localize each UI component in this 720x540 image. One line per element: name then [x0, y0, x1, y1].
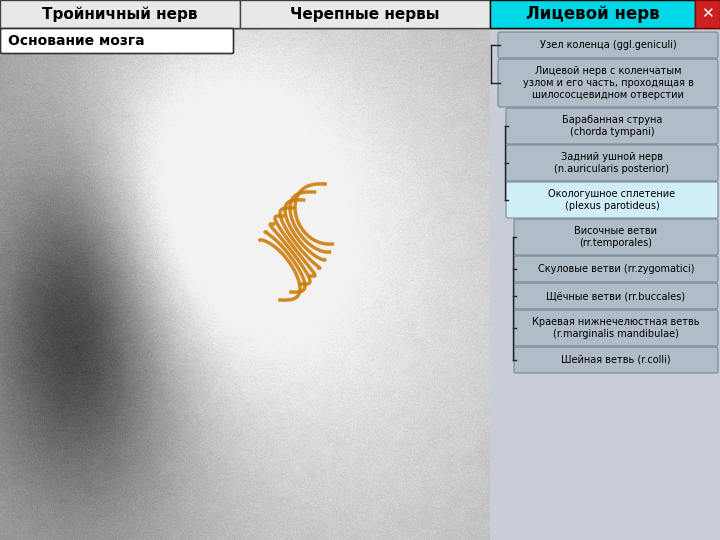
Text: Барабанная струна
(chorda tympani): Барабанная струна (chorda tympani): [562, 115, 662, 137]
FancyBboxPatch shape: [506, 108, 718, 144]
FancyBboxPatch shape: [514, 256, 718, 282]
Text: Окологушное сплетение
(plexus parotideus): Окологушное сплетение (plexus parotideus…: [549, 189, 675, 211]
Bar: [490, 30, 720, 540]
Text: Тройничный нерв: Тройничный нерв: [42, 6, 198, 22]
Bar: [695, 0, 720, 28]
FancyBboxPatch shape: [514, 283, 718, 309]
Text: Щёчные ветви (rr.buccales): Щёчные ветви (rr.buccales): [546, 291, 685, 301]
Text: Основание мозга: Основание мозга: [8, 34, 145, 48]
FancyBboxPatch shape: [514, 310, 718, 346]
Text: Задний ушной нерв
(n.auricularis posterior): Задний ушной нерв (n.auricularis posteri…: [554, 152, 670, 174]
FancyBboxPatch shape: [498, 32, 718, 58]
Bar: [0, 0, 240, 28]
FancyBboxPatch shape: [514, 219, 718, 255]
Text: Височные ветви
(rr.temporales): Височные ветви (rr.temporales): [575, 226, 657, 248]
Text: Лицевой нерв с коленчатым
узлом и его часть, проходящая в
шилососцевидном отверс: Лицевой нерв с коленчатым узлом и его ча…: [523, 66, 693, 100]
FancyBboxPatch shape: [514, 347, 718, 373]
FancyBboxPatch shape: [506, 182, 718, 218]
Bar: [490, 0, 695, 28]
Text: Скуловые ветви (rr.zygomatici): Скуловые ветви (rr.zygomatici): [538, 264, 694, 274]
Text: Шейная ветвь (r.colli): Шейная ветвь (r.colli): [561, 355, 671, 365]
Text: Черепные нервы: Черепные нервы: [290, 6, 440, 22]
Text: Лицевой нерв: Лицевой нерв: [526, 5, 660, 23]
Text: ✕: ✕: [701, 6, 714, 22]
FancyBboxPatch shape: [1, 29, 233, 53]
Text: Краевая нижнечелюстная ветвь
(r.marginalis mandibulae): Краевая нижнечелюстная ветвь (r.marginal…: [532, 317, 700, 339]
FancyBboxPatch shape: [498, 59, 718, 107]
Bar: [240, 0, 490, 28]
Text: Узел коленца (ggl.geniculi): Узел коленца (ggl.geniculi): [539, 40, 676, 50]
FancyBboxPatch shape: [506, 145, 718, 181]
